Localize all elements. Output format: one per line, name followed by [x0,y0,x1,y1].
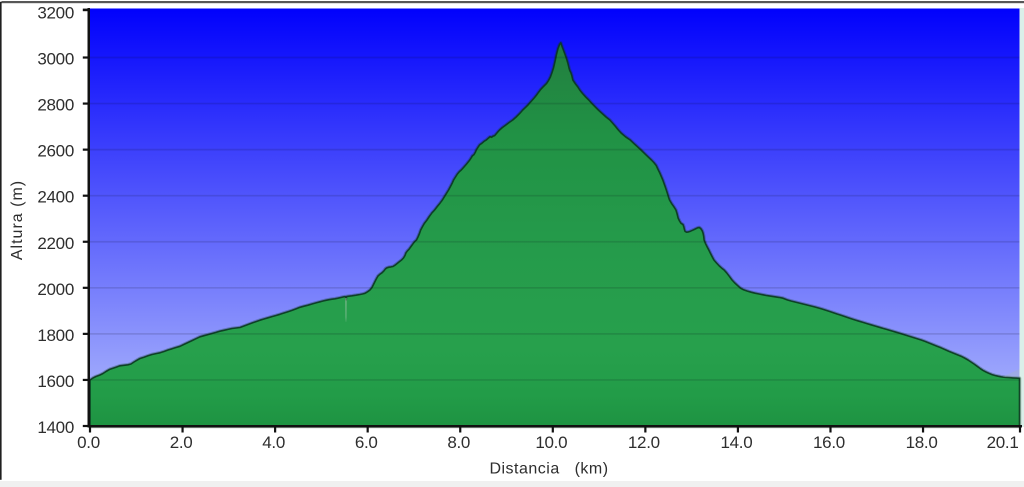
svg-text:8.0: 8.0 [447,433,470,452]
svg-text:2000: 2000 [37,280,74,299]
svg-text:4.0: 4.0 [262,433,285,452]
svg-text:3200: 3200 [37,3,74,22]
svg-text:2600: 2600 [37,142,74,161]
svg-text:Altura (m): Altura (m) [9,180,26,260]
svg-text:10.0: 10.0 [535,433,567,452]
svg-text:2.0: 2.0 [170,433,193,452]
svg-text:1600: 1600 [37,372,74,391]
svg-text:0.0: 0.0 [77,433,100,452]
svg-text:2800: 2800 [37,96,74,115]
svg-text:16.0: 16.0 [813,433,845,452]
svg-text:12.0: 12.0 [628,433,660,452]
svg-text:2200: 2200 [37,234,74,253]
svg-text:20.1: 20.1 [987,433,1019,452]
svg-text:2400: 2400 [37,188,74,207]
svg-text:1800: 1800 [37,326,74,345]
svg-text:18.0: 18.0 [906,433,938,452]
svg-text:14.0: 14.0 [720,433,752,452]
svg-text:6.0: 6.0 [355,433,378,452]
svg-text:3000: 3000 [37,50,74,69]
svg-text:1400: 1400 [37,418,74,437]
svg-text:Distancia (km): Distancia (km) [489,461,608,478]
